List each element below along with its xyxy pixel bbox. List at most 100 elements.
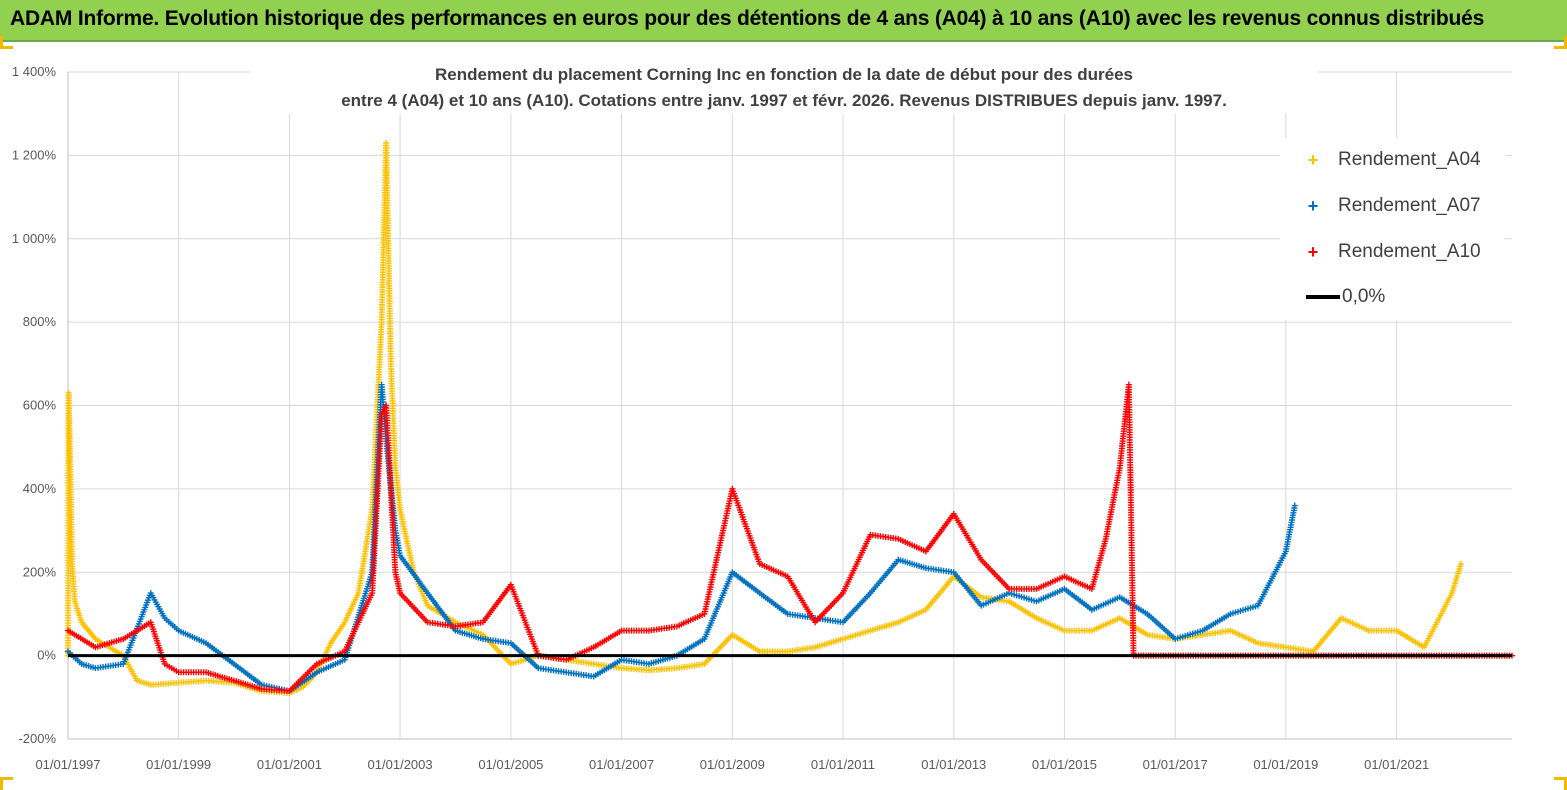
- y-tick-label: 800%: [23, 314, 57, 329]
- interpolated-points: [703, 633, 734, 666]
- interpolated-points: [869, 558, 900, 595]
- interpolated-points: [814, 636, 844, 650]
- interpolated-points: [136, 678, 152, 688]
- interpolated-points: [67, 628, 97, 649]
- interpolated-points: [565, 669, 595, 680]
- interpolated-points: [980, 591, 1010, 608]
- interpolated-points: [1035, 587, 1066, 604]
- interpolated-points: [481, 633, 513, 666]
- interpolated-points: [481, 583, 513, 624]
- interpolated-points: [66, 438, 74, 498]
- interpolated-points: [177, 628, 207, 646]
- interpolated-points: [316, 657, 346, 675]
- interpolated-points: [1089, 538, 1109, 590]
- interpolated-points: [178, 669, 207, 676]
- corner-mark: [0, 36, 13, 49]
- plus-marker-icon: +: [1307, 150, 1319, 170]
- corner-mark: [1554, 36, 1567, 49]
- interpolated-points: [758, 591, 789, 616]
- interpolated-points: [261, 686, 290, 694]
- interpolated-points: [1340, 616, 1370, 633]
- interpolated-points: [1257, 640, 1287, 650]
- interpolated-points: [164, 662, 180, 674]
- x-tick-label: 01/01/2009: [700, 757, 765, 772]
- interpolated-points: [787, 644, 816, 655]
- interpolated-points: [952, 513, 983, 561]
- y-tick-label: 600%: [23, 398, 57, 413]
- interpolated-points: [952, 571, 983, 607]
- chart-title-line-1: Rendement du placement Corning Inc en fo…: [434, 65, 1134, 84]
- x-tick-label: 01/01/2005: [478, 757, 543, 772]
- interpolated-points: [342, 592, 375, 653]
- interpolated-points: [1091, 616, 1121, 633]
- interpolated-points: [786, 575, 817, 624]
- x-tick-label: 01/01/2015: [1032, 757, 1097, 772]
- chart-title-line-2: entre 4 (A04) et 10 ans (A10). Cotations…: [341, 91, 1227, 110]
- interpolated-points: [1285, 644, 1314, 655]
- interpolated-points: [1395, 628, 1425, 649]
- interpolated-points: [80, 661, 97, 671]
- interpolated-points: [702, 488, 735, 615]
- interpolated-points: [841, 534, 873, 594]
- y-tick-label: 1 200%: [12, 147, 57, 162]
- interpolated-points: [1201, 612, 1232, 633]
- interpolated-points: [508, 584, 541, 657]
- interpolated-points: [979, 558, 1011, 591]
- x-tick-label: 01/01/2019: [1253, 757, 1318, 772]
- legend-item-a10: + Rendement_A10: [1298, 240, 1481, 264]
- y-tick-label: 400%: [23, 481, 57, 496]
- interpolated-points: [1103, 467, 1123, 540]
- legend-item-a07: + Rendement_A07: [1298, 194, 1481, 218]
- interpolated-points: [842, 628, 871, 642]
- interpolated-points: [897, 557, 927, 571]
- interpolated-points: [592, 658, 623, 679]
- interpolated-points: [1063, 574, 1093, 591]
- interpolated-points: [121, 592, 153, 665]
- interpolated-points: [397, 509, 417, 573]
- interpolated-points: [1311, 617, 1343, 653]
- interpolated-points: [869, 532, 899, 542]
- interpolated-points: [924, 512, 956, 553]
- interpolated-points: [1146, 632, 1176, 642]
- interpolated-points: [565, 645, 595, 662]
- interpolated-points: [388, 363, 399, 469]
- interpolated-points: [122, 620, 152, 641]
- interpolated-points: [648, 665, 678, 673]
- interpolated-points: [1230, 603, 1259, 617]
- interpolated-points: [1035, 616, 1066, 633]
- interpolated-points: [869, 620, 899, 633]
- interpolated-points: [205, 670, 235, 683]
- interpolated-points: [95, 661, 124, 671]
- chart-legend: + Rendement_A04 + Rendement_A07 + Rendem…: [1280, 138, 1505, 320]
- interpolated-points: [1229, 628, 1259, 646]
- interpolated-points: [621, 657, 650, 667]
- x-tick-label: 01/01/1997: [35, 757, 100, 772]
- interpolated-points: [69, 563, 78, 602]
- legend-label-a10: Rendement_A10: [1338, 241, 1481, 262]
- interpolated-points: [66, 650, 83, 666]
- interpolated-points: [1008, 599, 1038, 620]
- interpolated-points: [731, 633, 761, 654]
- interpolated-points: [383, 405, 399, 573]
- interpolated-points: [1008, 590, 1037, 604]
- interpolated-points: [398, 591, 429, 624]
- interpolated-points: [813, 591, 845, 624]
- interpolated-points: [1174, 628, 1204, 642]
- interpolated-points: [841, 591, 872, 624]
- interpolated-points: [924, 575, 956, 611]
- interpolated-points: [329, 621, 347, 644]
- interpolated-points: [454, 619, 484, 630]
- chart-marks: [65, 139, 1515, 697]
- interpolated-points: [759, 648, 789, 655]
- interpolated-points: [163, 616, 180, 632]
- corner-mark: [1554, 777, 1567, 790]
- interpolated-points: [621, 627, 650, 634]
- interpolated-points: [1063, 587, 1093, 612]
- interpolated-points: [731, 570, 761, 595]
- interpolated-points: [1146, 612, 1177, 641]
- x-tick-label: 01/01/2013: [921, 757, 986, 772]
- interpolated-points: [1125, 384, 1137, 657]
- interpolated-points: [205, 641, 235, 666]
- interpolated-points: [149, 592, 167, 619]
- legend-item-a04: + Rendement_A04: [1298, 148, 1481, 172]
